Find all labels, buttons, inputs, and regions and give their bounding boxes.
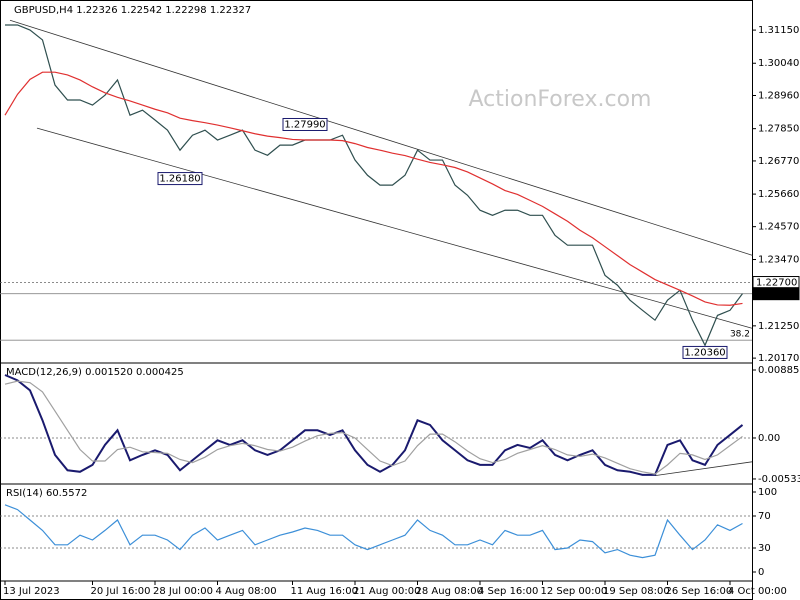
price-box	[752, 287, 800, 301]
x-tick-label: 4 Oct 00:00	[728, 586, 787, 597]
level-label: 38.2	[730, 330, 750, 340]
annotation-label: 1.20360	[684, 347, 725, 358]
chart-title: GBPUSD,H4 1.22326 1.22542 1.22298 1.2232…	[14, 5, 251, 16]
y-tick-label: 1.21250	[758, 321, 799, 332]
y-tick-label: 0	[758, 567, 764, 578]
x-tick-label: 21 Aug 00:00	[353, 586, 420, 597]
x-tick-label: 4 Aug 08:00	[216, 586, 277, 597]
annotation-box	[157, 172, 203, 186]
price-box-label: 1.22327	[756, 289, 797, 300]
annotation-label: 1.27990	[284, 119, 325, 130]
trend-line	[9, 19, 753, 256]
y-tick-label: 1.25660	[758, 189, 799, 200]
y-tick-label: 1.23470	[758, 255, 799, 266]
x-tick-label: 11 Aug 16:00	[291, 586, 358, 597]
y-tick-label: 0.00885	[758, 365, 799, 376]
panel-title: RSI(14) 60.5572	[6, 488, 87, 499]
x-tick-label: 28 Jul 00:00	[153, 586, 213, 597]
watermark: ActionForex.com	[469, 87, 652, 112]
y-tick-label: 1.26770	[758, 156, 799, 167]
price-box-label: 1.22700	[756, 278, 797, 289]
panel-title: MACD(12,26,9) 0.001520 0.000425	[6, 367, 184, 378]
series-line	[5, 24, 743, 347]
y-tick-label: -0.005334	[758, 474, 800, 485]
trend-line	[36, 127, 753, 329]
annotation-label: 1.26180	[159, 174, 200, 185]
annotation-box	[682, 345, 728, 359]
x-tick-label: 4 Sep 16:00	[478, 586, 538, 597]
x-tick-label: 12 Sep 00:00	[541, 586, 608, 597]
x-tick-label: 19 Sep 08:00	[603, 586, 670, 597]
y-tick-label: 1.27850	[758, 124, 799, 135]
y-tick-label: 70	[758, 511, 771, 522]
x-tick-label: 13 Jul 2023	[3, 586, 60, 597]
trend-line	[654, 461, 753, 477]
y-tick-label: 30	[758, 543, 771, 554]
y-tick-label: 0.00	[758, 433, 780, 444]
series-line	[4, 504, 743, 559]
y-tick-label: 1.24570	[758, 222, 799, 233]
y-tick-label: 1.28960	[758, 91, 799, 102]
series-line	[4, 71, 743, 306]
y-tick-label: 1.31150	[758, 25, 799, 36]
y-tick-label: 100	[758, 487, 777, 498]
x-tick-label: 28 Aug 08:00	[416, 586, 483, 597]
x-tick-label: 20 Jul 16:00	[91, 586, 151, 597]
series-line	[4, 374, 744, 476]
y-tick-label: 1.30040	[758, 58, 799, 69]
annotation-box	[282, 117, 328, 131]
y-tick-label: 1.20170	[758, 353, 799, 364]
series-line	[4, 380, 743, 475]
x-tick-label: 26 Sep 16:00	[666, 586, 733, 597]
